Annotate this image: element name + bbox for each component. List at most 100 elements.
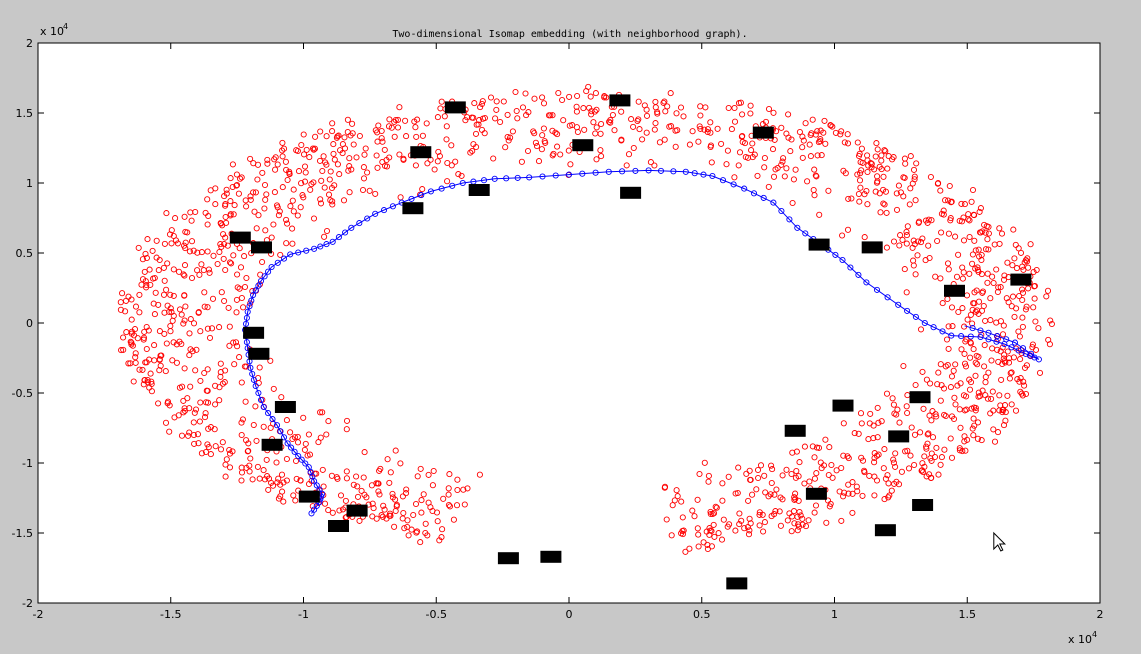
data-point [963,393,970,400]
data-point [994,288,1001,296]
data-point [405,532,412,539]
data-point [639,136,646,143]
data-point [412,124,419,131]
data-point [250,421,257,429]
landmark-marker [229,231,251,244]
data-point [249,476,256,483]
graph-node [884,294,891,301]
graph-node [895,301,902,308]
data-point [997,402,1004,409]
graph-node [317,243,324,250]
data-point [598,153,605,160]
graph-node [298,456,305,463]
data-point [1019,296,1026,304]
data-point [188,217,195,224]
data-point [975,389,982,396]
data-point [878,166,885,173]
graph-node [418,192,425,199]
graph-node [794,224,801,231]
data-point [186,352,193,359]
data-point [434,158,441,165]
data-point [859,492,866,499]
data-point [952,233,959,240]
data-point [991,438,999,445]
data-point [566,93,573,100]
graph-node [247,364,254,371]
data-point [966,217,973,224]
data-point [783,466,790,473]
landmark-marker [298,490,320,503]
data-point [904,409,911,417]
data-point [271,156,278,163]
data-point [781,173,788,180]
graph-node [904,307,911,314]
data-point [161,277,168,284]
data-point [202,410,209,417]
data-point [331,156,338,163]
data-point [238,431,245,439]
data-point [245,447,252,454]
data-point [414,473,421,480]
data-point [753,486,760,493]
data-point [741,525,748,532]
y-tick-label: 1 [26,177,33,190]
data-point [725,473,732,480]
data-point [743,470,750,477]
data-point [1010,226,1017,233]
graph-node [311,245,318,252]
data-point [309,503,316,510]
data-point [948,373,956,380]
data-point [970,432,977,439]
data-point [821,117,828,124]
data-point [143,345,150,353]
data-point [301,446,308,453]
data-point [139,366,146,373]
data-point [329,201,336,208]
data-point [829,474,836,481]
data-point [286,171,293,178]
data-point [206,269,213,276]
data-point [977,205,984,212]
data-point [226,464,234,471]
landmark-markers [229,94,1032,590]
data-point [252,189,259,196]
data-point [122,308,129,315]
data-point [487,94,495,101]
data-point [680,113,687,120]
data-point [769,466,776,473]
data-point [134,335,141,342]
data-point [970,211,977,218]
data-point [349,130,356,137]
graph-node [491,175,498,182]
landmark-marker [909,391,931,404]
data-point [132,359,139,366]
data-point [926,412,933,419]
data-point [292,457,300,465]
data-point [300,131,307,138]
data-point [439,526,446,533]
data-point [334,133,341,140]
data-point [961,201,968,208]
data-point [896,419,903,426]
data-point [1031,295,1038,302]
data-point [689,128,696,135]
data-point [141,268,148,275]
y-tick-label: -1.5 [12,527,33,540]
data-point [923,473,930,480]
data-point [375,122,382,129]
data-point [811,166,818,173]
data-point [904,223,911,230]
data-point [715,530,722,537]
data-point [971,289,978,296]
landmark-marker [808,238,830,251]
data-point [1031,282,1038,290]
data-point [254,463,261,470]
data-point [535,158,543,165]
data-point [201,303,208,310]
data-point [990,426,997,433]
data-point [236,354,243,361]
data-point [445,485,452,492]
graph-node [985,329,992,336]
data-point [325,418,332,425]
data-point [696,470,703,478]
